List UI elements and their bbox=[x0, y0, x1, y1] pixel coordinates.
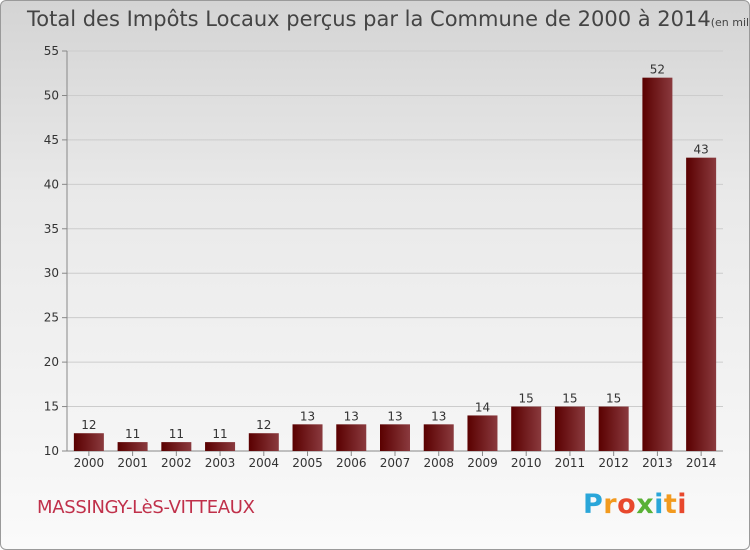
chart-title-text: Total des Impôts Locaux perçus par la Co… bbox=[27, 7, 711, 31]
y-tick-label: 40 bbox=[44, 177, 59, 191]
y-tick-label: 20 bbox=[44, 355, 59, 369]
bar bbox=[380, 424, 410, 451]
bar bbox=[467, 415, 498, 451]
data-label: 15 bbox=[606, 392, 621, 406]
data-label: 13 bbox=[387, 409, 402, 423]
x-tick-label: 2012 bbox=[598, 456, 629, 470]
y-tick-label: 50 bbox=[44, 88, 59, 102]
chart-unit: (en milliers d'€) bbox=[710, 16, 750, 29]
bar bbox=[423, 424, 454, 451]
bar bbox=[336, 424, 367, 451]
y-tick-label: 55 bbox=[44, 44, 59, 58]
x-tick-label: 2007 bbox=[380, 456, 411, 470]
x-tick-label: 2000 bbox=[74, 456, 105, 470]
x-tick-label: 2003 bbox=[205, 456, 236, 470]
data-label: 13 bbox=[431, 409, 446, 423]
data-label: 13 bbox=[344, 409, 359, 423]
logo-letter: o bbox=[617, 489, 637, 520]
y-tick-label: 30 bbox=[44, 266, 59, 280]
data-label: 11 bbox=[125, 427, 140, 441]
y-tick-label: 15 bbox=[44, 400, 59, 414]
data-label: 13 bbox=[300, 409, 315, 423]
bar bbox=[117, 442, 148, 451]
logo-letter: i bbox=[677, 489, 688, 520]
x-tick-label: 2002 bbox=[161, 456, 192, 470]
logo-letter: r bbox=[603, 489, 618, 520]
chart-title: Total des Impôts Locaux perçus par la Co… bbox=[27, 7, 750, 31]
x-tick-label: 2004 bbox=[249, 456, 280, 470]
x-tick-label: 2013 bbox=[642, 456, 673, 470]
y-tick-label: 35 bbox=[44, 222, 59, 236]
data-label: 11 bbox=[212, 427, 227, 441]
x-tick-label: 2014 bbox=[686, 456, 717, 470]
bar bbox=[205, 442, 236, 451]
bar bbox=[598, 406, 629, 451]
logo-letter: x bbox=[636, 489, 655, 520]
bar bbox=[554, 406, 585, 451]
y-tick-label: 25 bbox=[44, 311, 59, 325]
data-label: 15 bbox=[562, 392, 577, 406]
x-tick-label: 2010 bbox=[511, 456, 542, 470]
x-tick-label: 2006 bbox=[336, 456, 367, 470]
data-label: 52 bbox=[650, 63, 665, 77]
data-label: 15 bbox=[519, 392, 534, 406]
logo-letter: P bbox=[583, 489, 604, 520]
x-tick-label: 2009 bbox=[467, 456, 498, 470]
bar bbox=[642, 77, 673, 452]
bar bbox=[73, 433, 104, 451]
bar bbox=[292, 424, 323, 451]
bar bbox=[511, 406, 542, 451]
y-tick-label: 45 bbox=[44, 133, 59, 147]
data-label: 12 bbox=[256, 418, 271, 432]
commune-name: MASSINGY-LèS-VITTEAUX bbox=[37, 497, 255, 518]
x-tick-label: 2008 bbox=[423, 456, 454, 470]
bar bbox=[161, 442, 192, 451]
x-tick-label: 2005 bbox=[292, 456, 323, 470]
bar bbox=[248, 433, 279, 451]
x-tick-label: 2011 bbox=[555, 456, 586, 470]
proxiti-logo: Proxiti bbox=[583, 489, 687, 520]
y-tick-label: 10 bbox=[44, 444, 59, 458]
data-label: 14 bbox=[475, 400, 490, 414]
bar bbox=[686, 157, 717, 451]
data-label: 43 bbox=[693, 143, 708, 157]
x-tick-label: 2001 bbox=[117, 456, 148, 470]
logo-letter: t bbox=[663, 489, 678, 520]
logo-letter: i bbox=[654, 489, 664, 520]
data-label: 12 bbox=[81, 418, 96, 432]
data-label: 11 bbox=[169, 427, 184, 441]
